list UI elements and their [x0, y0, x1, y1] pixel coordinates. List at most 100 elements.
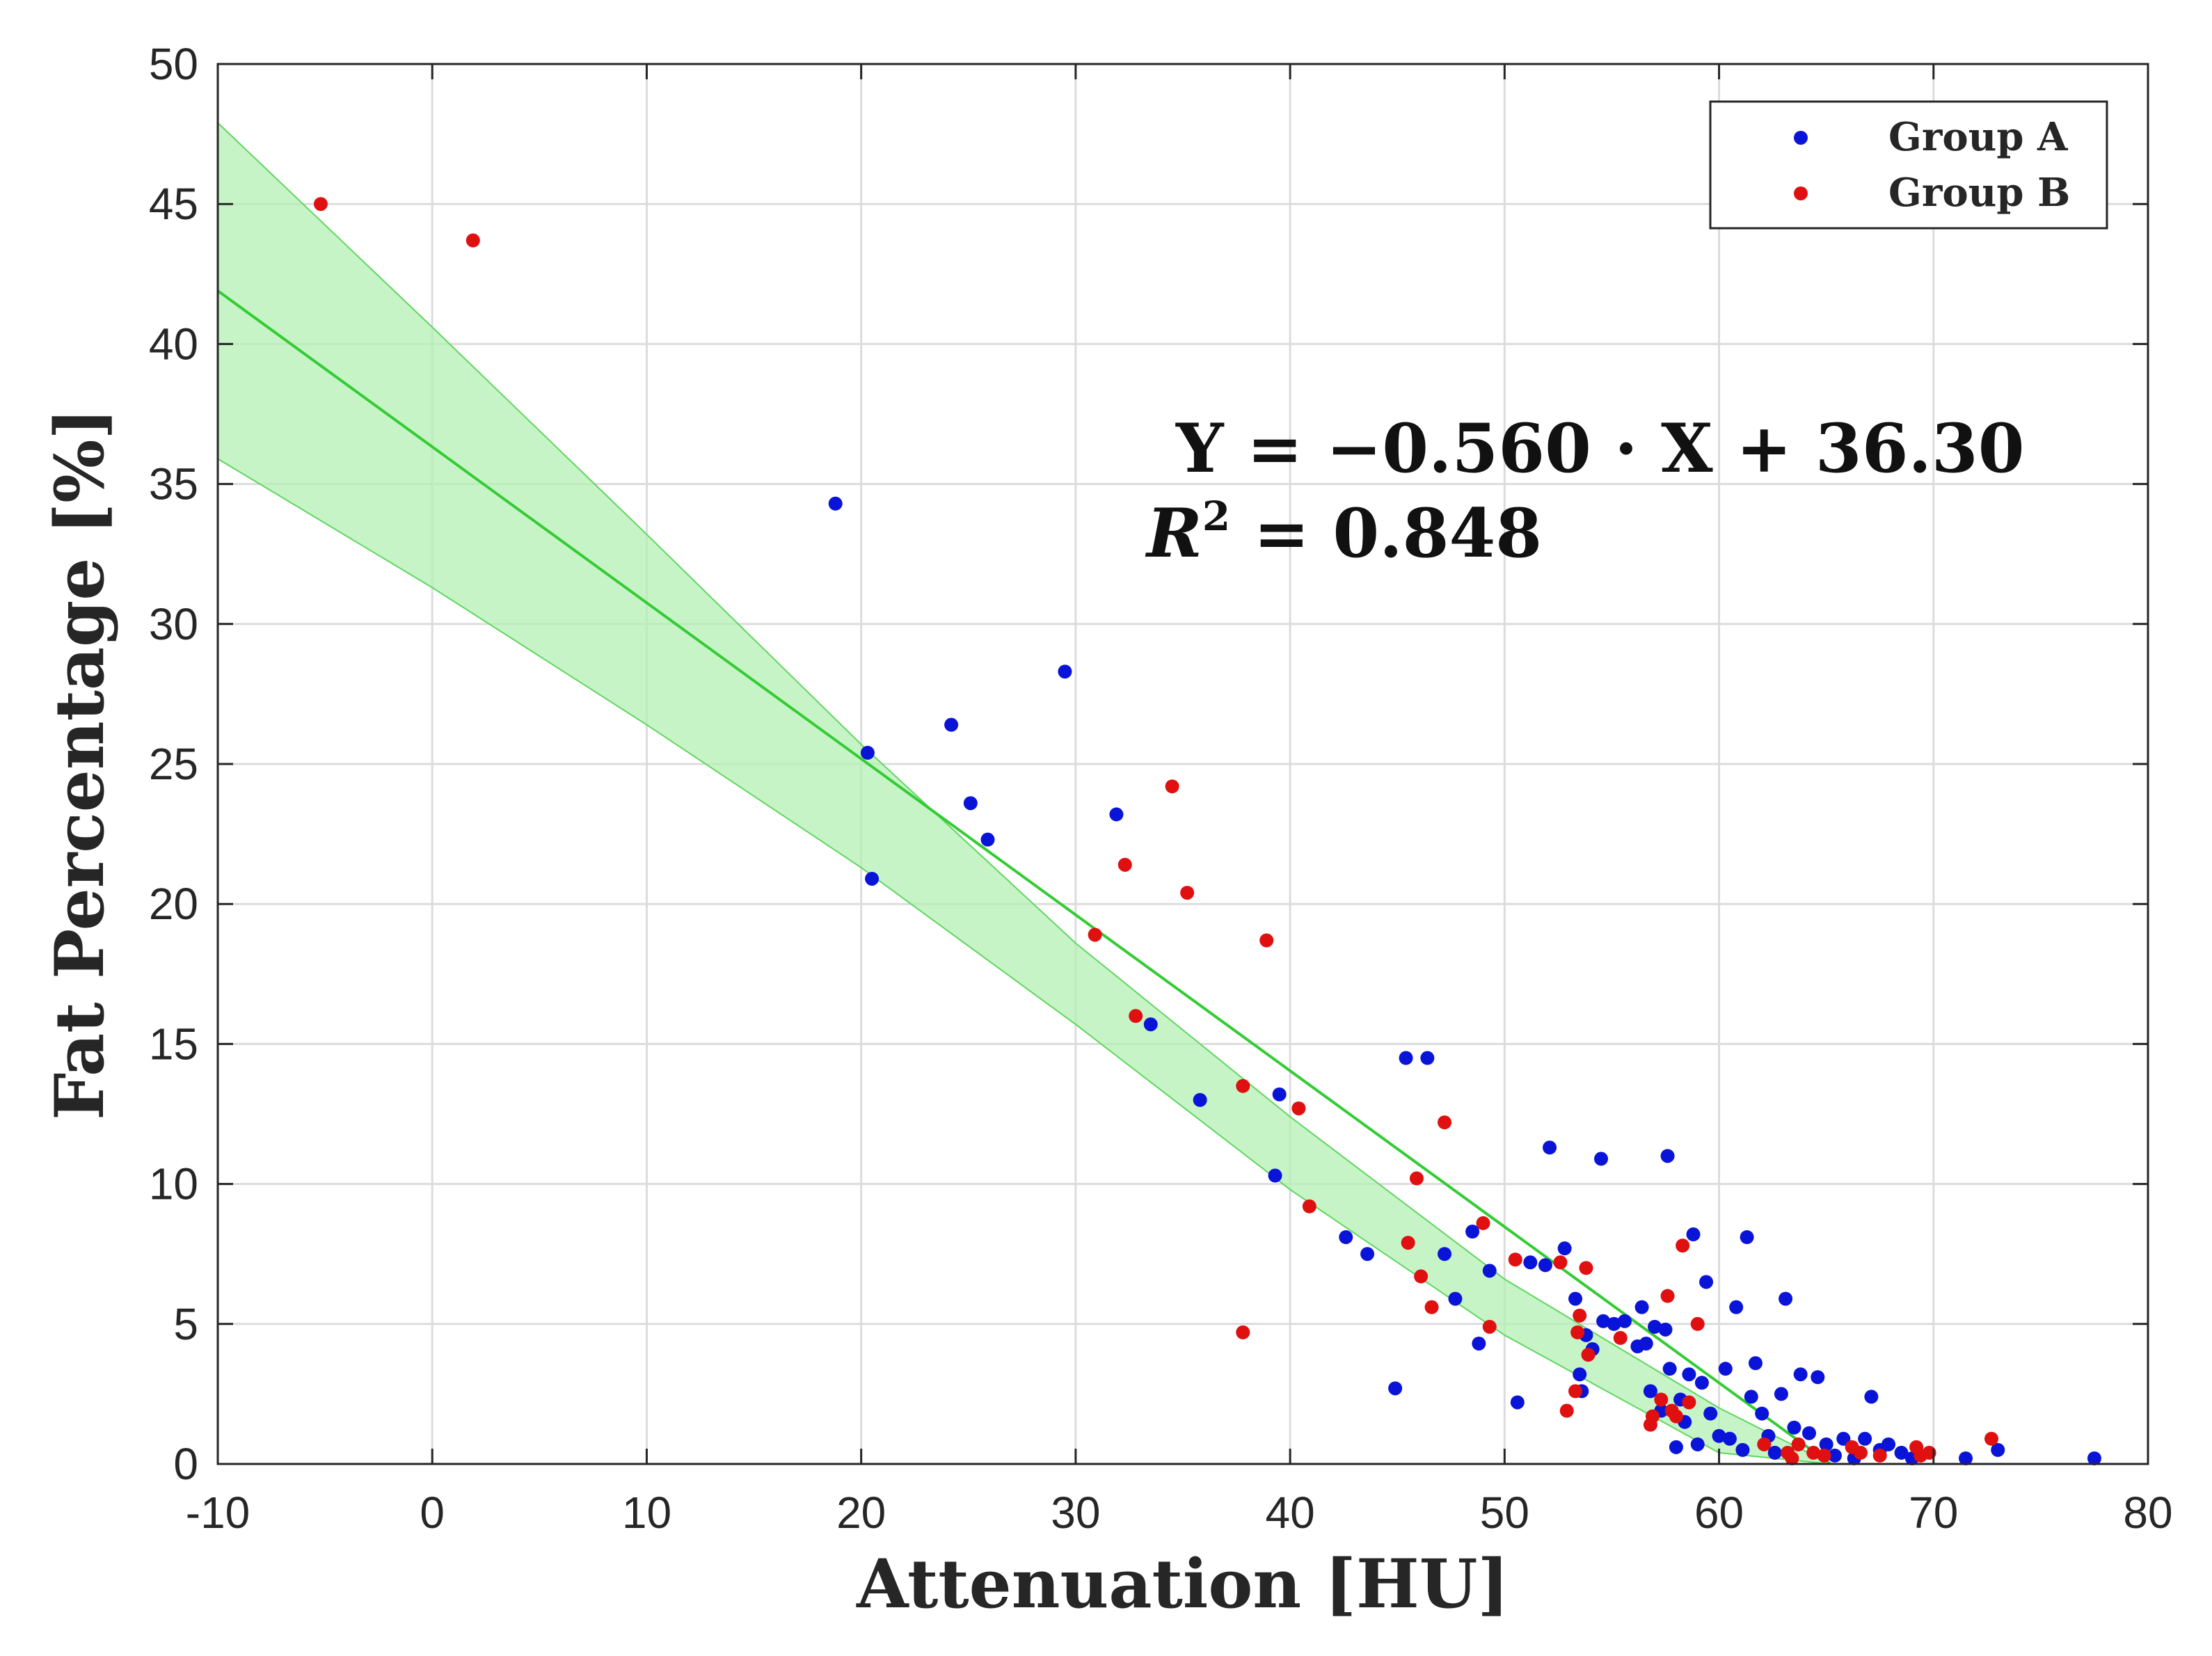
data-point-group-b: [1853, 1445, 1868, 1460]
data-point-group-b: [1553, 1255, 1568, 1270]
r-squared-exponent: 2: [1202, 493, 1230, 540]
data-point-group-a: [1472, 1336, 1486, 1351]
data-point-group-b: [1165, 779, 1179, 794]
series-group-b: [313, 197, 1998, 1465]
data-point-group-b: [1568, 1384, 1583, 1399]
y-tick-label: 35: [149, 459, 198, 509]
data-point-group-a: [1617, 1314, 1632, 1328]
data-point-group-a: [1703, 1406, 1718, 1421]
data-point-group-a: [1881, 1437, 1896, 1451]
y-tick-label: 15: [149, 1019, 198, 1069]
data-point-group-a: [1543, 1140, 1557, 1155]
regression-equation: Y = −0.560 · X + 36.30: [1175, 409, 2025, 488]
data-point-group-b: [1508, 1252, 1522, 1267]
data-point-group-b: [1129, 1009, 1143, 1024]
data-point-group-a: [1836, 1431, 1851, 1446]
data-point-group-a: [1573, 1367, 1587, 1382]
x-tick-label: 30: [1051, 1488, 1100, 1538]
y-tick-label: 45: [149, 179, 198, 229]
data-point-group-a: [1894, 1445, 1909, 1460]
data-point-group-a: [1634, 1300, 1649, 1314]
data-point-group-a: [1660, 1149, 1675, 1163]
legend: Group A Group B: [1709, 100, 2108, 230]
data-point-group-a: [1686, 1227, 1701, 1242]
data-point-group-a: [1658, 1322, 1673, 1337]
x-tick-label: 0: [420, 1488, 445, 1538]
data-point-group-b: [1654, 1392, 1669, 1407]
x-tick-label: 70: [1909, 1488, 1958, 1538]
data-point-group-b: [1757, 1437, 1772, 1451]
y-tick-label: 10: [149, 1159, 198, 1209]
data-point-group-b: [1414, 1269, 1429, 1284]
data-point-group-b: [1180, 886, 1195, 900]
data-point-group-b: [1401, 1236, 1415, 1250]
y-tick-label: 50: [149, 39, 198, 89]
data-point-group-b: [1676, 1239, 1690, 1253]
legend-box: [1709, 100, 2108, 230]
data-point-group-b: [1660, 1289, 1675, 1303]
data-point-group-b: [1570, 1325, 1585, 1339]
data-point-group-b: [1236, 1078, 1250, 1093]
data-point-group-a: [1607, 1316, 1621, 1331]
data-point-group-b: [1482, 1319, 1497, 1334]
data-point-group-a: [1465, 1225, 1480, 1239]
data-point-group-b: [313, 197, 328, 212]
x-axis-ticks: -10 0 10 20 30 40 50 60 70 80: [186, 64, 2173, 1538]
data-point-group-a: [1787, 1420, 1801, 1435]
data-point-group-b: [1806, 1445, 1821, 1460]
data-point-group-a: [1864, 1390, 1879, 1404]
data-point-group-a: [1639, 1336, 1653, 1351]
data-point-group-b: [1581, 1348, 1596, 1362]
data-point-group-b: [1424, 1300, 1439, 1314]
data-point-group-b: [1236, 1325, 1250, 1339]
data-point-group-b: [1291, 1101, 1306, 1115]
r-squared-rest: = 0.848: [1230, 494, 1542, 573]
data-point-group-b: [1476, 1216, 1490, 1230]
x-tick-label: 40: [1266, 1488, 1315, 1538]
data-point-group-a: [1510, 1395, 1525, 1410]
data-point-group-a: [1594, 1152, 1609, 1166]
data-point-group-a: [1662, 1362, 1677, 1376]
data-point-group-a: [1643, 1384, 1657, 1399]
data-point-group-b: [1117, 857, 1132, 872]
data-point-group-a: [1729, 1300, 1744, 1314]
x-tick-label: -10: [186, 1488, 250, 1538]
data-point-group-a: [828, 496, 843, 511]
data-point-group-b: [1669, 1409, 1683, 1424]
data-point-group-a: [1272, 1087, 1287, 1101]
y-tick-label: 25: [149, 739, 198, 789]
y-tick-label: 0: [173, 1439, 198, 1489]
data-point-group-a: [1523, 1255, 1538, 1270]
data-point-group-a: [1648, 1319, 1662, 1334]
data-point-group-a: [1793, 1367, 1808, 1382]
data-point-group-b: [1302, 1199, 1316, 1213]
data-point-group-a: [1744, 1390, 1758, 1404]
data-point-group-a: [1811, 1370, 1825, 1385]
data-point-group-a: [1193, 1092, 1207, 1107]
r-squared-value: R2 = 0.848: [1145, 493, 1542, 573]
data-point-group-a: [1690, 1437, 1705, 1451]
data-point-group-b: [1579, 1261, 1593, 1275]
data-point-group-a: [860, 745, 875, 760]
data-point-group-a: [1388, 1381, 1403, 1396]
data-point-group-a: [1360, 1247, 1375, 1261]
legend-marker-group-b: [1794, 186, 1808, 200]
y-axis-title: Fat Percentage [%]: [40, 408, 119, 1120]
data-point-group-a: [1482, 1264, 1497, 1278]
data-point-group-a: [1767, 1445, 1782, 1460]
data-point-group-b: [1682, 1395, 1696, 1410]
data-point-group-b: [1646, 1409, 1660, 1424]
x-tick-label: 50: [1480, 1488, 1529, 1538]
legend-label-group-a: Group A: [1888, 114, 2069, 160]
data-point-group-a: [1827, 1448, 1842, 1463]
data-point-group-a: [1712, 1428, 1726, 1443]
data-point-group-b: [1573, 1308, 1587, 1323]
data-point-group-a: [1748, 1356, 1763, 1371]
data-point-group-a: [1568, 1291, 1583, 1306]
data-point-group-a: [1858, 1431, 1872, 1446]
data-point-group-a: [980, 832, 995, 847]
data-point-group-a: [1694, 1376, 1709, 1390]
data-point-group-a: [1448, 1291, 1463, 1306]
data-point-group-b: [1984, 1431, 1998, 1446]
